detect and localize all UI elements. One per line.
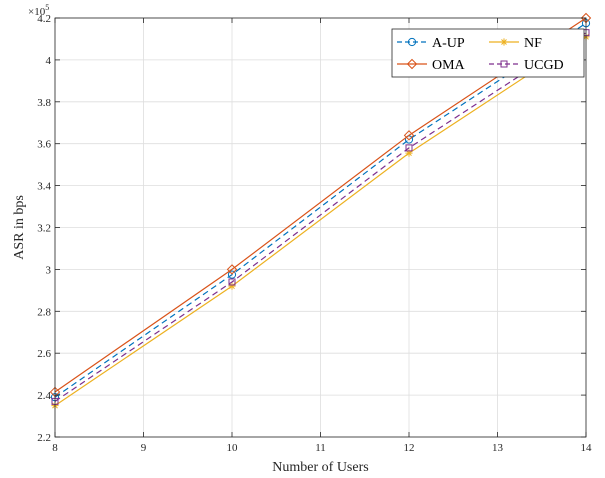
legend-marker-oma (406, 58, 418, 70)
legend-marker-nf (500, 38, 508, 46)
ticks: 8 9 10 11 12 13 14 2.2 2.4 2.6 2.8 3 3.2 3.4 3.6 3.8 4 4.… (37, 13, 592, 454)
x-tick-label: 12 (404, 442, 415, 454)
series-line-nf (54, 36, 587, 407)
data-point-oma (226, 264, 238, 275)
x-tick-label: 10 (227, 442, 239, 454)
y-axis-title: ASR in bps (12, 195, 27, 260)
y-tick-label: 3.4 (37, 181, 51, 193)
x-tick-label: 8 (52, 442, 58, 454)
y-tick-label: 3.8 (37, 97, 51, 109)
y-tick-label: 3 (46, 264, 52, 276)
y-tick-label: 2.2 (37, 432, 51, 444)
x-tick-label: 9 (141, 442, 147, 454)
data-point-a-up (227, 270, 237, 279)
legend-label-a-up: A-UP (432, 36, 465, 51)
series-group (49, 12, 592, 410)
data-point-ucgd (405, 144, 413, 152)
x-tick-label: 13 (492, 442, 504, 454)
y-tick-label: 3.2 (37, 223, 51, 235)
data-point-ucgd (228, 278, 236, 286)
y-tick-label: 2.4 (37, 390, 51, 402)
series-line-ucgd (54, 32, 587, 402)
y-tick-label: 3.6 (37, 139, 51, 151)
x-axis-title: Number of Users (272, 460, 368, 475)
legend-label-ucgd: UCGD (524, 58, 564, 73)
data-point-oma (403, 130, 415, 141)
y-tick-label: 4 (46, 55, 52, 67)
y-tick-label: 2.6 (37, 348, 51, 360)
x-tick-label: 14 (581, 442, 593, 454)
data-point-nf (228, 282, 236, 290)
legend: A-UP NF OMA UCGD (391, 28, 585, 78)
legend-label-oma: OMA (432, 58, 466, 73)
y-tick-label: 2.8 (37, 306, 51, 318)
y-tick-label: 4.2 (37, 13, 51, 25)
x-tick-label: 11 (315, 442, 326, 454)
data-point-nf (405, 149, 413, 157)
legend-box (391, 28, 585, 78)
legend-marker-ucgd (500, 60, 508, 68)
legend-label-nf: NF (524, 36, 542, 51)
y-axis-multiplier: ×105 (28, 3, 49, 18)
series-line-a-up (54, 22, 587, 398)
legend-marker-a-up (407, 37, 417, 47)
